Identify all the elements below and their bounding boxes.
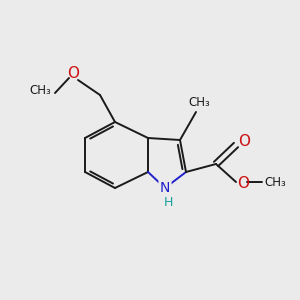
Text: CH₃: CH₃ (264, 176, 286, 188)
Text: O: O (238, 134, 250, 149)
Text: N: N (160, 181, 170, 195)
Text: H: H (163, 196, 173, 208)
Text: CH₃: CH₃ (29, 85, 51, 98)
Text: O: O (67, 67, 79, 82)
Text: CH₃: CH₃ (188, 95, 210, 109)
Text: O: O (237, 176, 249, 190)
